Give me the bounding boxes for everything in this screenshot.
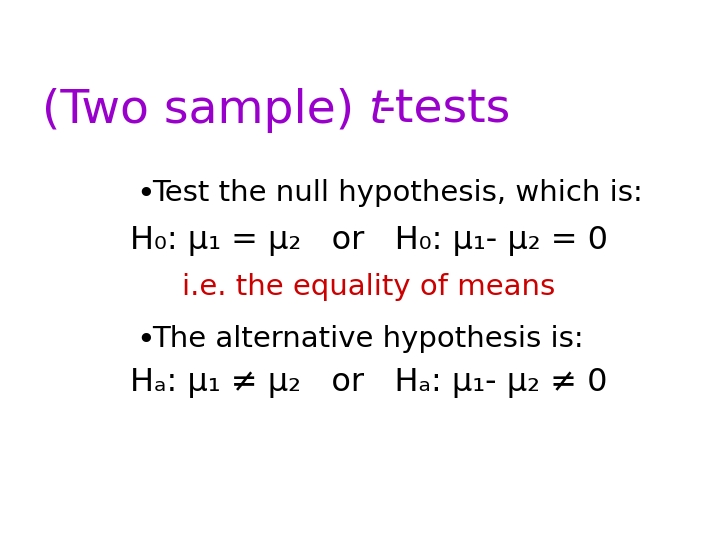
Text: i.e. the equality of means: i.e. the equality of means: [182, 273, 556, 301]
Text: •: •: [137, 179, 156, 210]
Text: t: t: [369, 88, 387, 133]
Text: Test the null hypothesis, which is:: Test the null hypothesis, which is:: [152, 179, 643, 207]
Text: H₀: μ₁ = μ₂   or   H₀: μ₁- μ₂ = 0: H₀: μ₁ = μ₂ or H₀: μ₁- μ₂ = 0: [130, 225, 608, 256]
Text: (Two sample): (Two sample): [42, 88, 369, 133]
Text: Hₐ: μ₁ ≠ μ₂   or   Hₐ: μ₁- μ₂ ≠ 0: Hₐ: μ₁ ≠ μ₂ or Hₐ: μ₁- μ₂ ≠ 0: [130, 367, 608, 399]
Text: The alternative hypothesis is:: The alternative hypothesis is:: [152, 325, 584, 353]
Text: •: •: [137, 325, 156, 356]
Text: -tests: -tests: [378, 88, 510, 133]
